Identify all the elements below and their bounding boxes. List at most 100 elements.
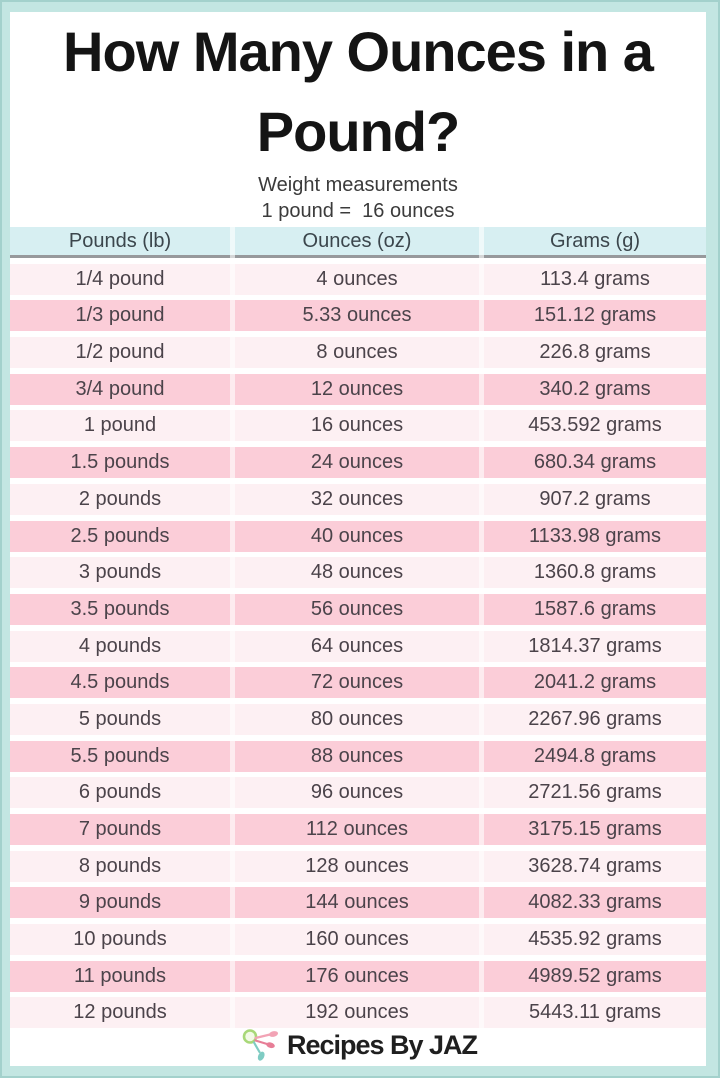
table-cell-ounces: 48 ounces	[310, 561, 404, 584]
column-header-ounces: Ounces (oz)	[302, 229, 412, 252]
table-row: 1/4 pound 4 ounces 113.4 grams	[10, 263, 706, 295]
table-cell-grams: 1133.98 grams	[529, 524, 661, 547]
table-cell-ounces: 16 ounces	[310, 414, 404, 437]
table-cell-grams: 1587.6 grams	[533, 597, 657, 620]
conversion-table: Pounds (lb) Ounces (oz) Grams (g) 1/4 po…	[10, 227, 706, 1029]
table-cell-grams: 4535.92 grams	[528, 928, 662, 951]
table-cell-ounces: 96 ounces	[310, 781, 404, 804]
table-cell-grams: 3628.74 grams	[528, 854, 662, 877]
table-cell-grams: 453.592 grams	[528, 414, 662, 437]
table-cell-grams: 2267.96 grams	[528, 707, 662, 730]
table-cell-pounds: 8 pounds	[78, 854, 162, 877]
table-cell-pounds: 12 pounds	[73, 1001, 167, 1024]
brand-name: Recipes By JAZ	[286, 1029, 478, 1060]
table-cell-ounces: 24 ounces	[310, 451, 404, 474]
table-cell-grams: 2041.2 grams	[533, 671, 657, 694]
table-cell-pounds: 1/3 pound	[75, 304, 165, 327]
table-header-row: Pounds (lb) Ounces (oz) Grams (g)	[10, 227, 706, 258]
table-cell-ounces: 192 ounces	[305, 1001, 409, 1024]
table-row: 2.5 pounds 40 ounces 1133.98 grams	[10, 520, 706, 552]
table-cell-pounds: 4 pounds	[78, 634, 162, 657]
table-row: 5.5 pounds 88 ounces 2494.8 grams	[10, 740, 706, 772]
table-cell-pounds: 1/4 pound	[75, 267, 165, 290]
table-row: 3/4 pound 12 ounces 340.2 grams	[10, 373, 706, 405]
table-cell-ounces: 176 ounces	[305, 964, 409, 987]
table-cell-pounds: 3 pounds	[78, 561, 162, 584]
table-cell-pounds: 7 pounds	[78, 818, 162, 840]
table-row: 4.5 pounds 72 ounces 2041.2 grams	[10, 667, 706, 699]
table-cell-ounces: 32 ounces	[310, 487, 404, 510]
title-line-2: Pound?	[256, 100, 460, 163]
table-cell-grams: 680.34 grams	[533, 451, 657, 474]
table-cell-pounds: 11 pounds	[74, 964, 166, 987]
table-row: 12 pounds 192 ounces 5443.11 grams	[10, 997, 706, 1029]
table-row: 1/3 pound 5.33 ounces 151.12 grams	[10, 300, 706, 332]
table-body: 1/4 pound 4 ounces 113.4 grams 1/3 pound…	[10, 263, 706, 1029]
conversion-note: 1 pound = 16 ounces	[261, 200, 455, 222]
table-cell-pounds: 5.5 pounds	[70, 744, 170, 767]
table-cell-ounces: 128 ounces	[305, 854, 409, 877]
table-row: 1.5 pounds 24 ounces 680.34 grams	[10, 447, 706, 479]
table-row: 8 pounds 128 ounces 3628.74 grams	[10, 850, 706, 882]
table-cell-pounds: 6 pounds	[78, 781, 162, 804]
table-row: 6 pounds 96 ounces 2721.56 grams	[10, 777, 706, 809]
table-cell-pounds: 5 pounds	[78, 707, 162, 730]
table-cell-pounds: 1/2 pound	[75, 341, 165, 364]
table-cell-grams: 3175.15 grams	[528, 818, 662, 840]
title-line-1: How Many Ounces in a	[63, 20, 654, 83]
table-cell-pounds: 1 pound	[83, 414, 157, 437]
table-cell-grams: 1360.8 grams	[533, 561, 657, 584]
table-cell-ounces: 56 ounces	[310, 597, 404, 620]
table-cell-ounces: 5.33 ounces	[302, 304, 412, 327]
table-cell-grams: 907.2 grams	[539, 487, 651, 510]
table-cell-grams: 2721.56 grams	[528, 781, 662, 804]
measuring-spoons-icon	[242, 1029, 278, 1062]
table-cell-ounces: 8 ounces	[316, 341, 398, 364]
table-cell-grams: 2494.8 grams	[533, 744, 657, 767]
table-cell-grams: 113.4 grams	[540, 267, 650, 290]
table-cell-pounds: 9 pounds	[78, 891, 162, 914]
table-row: 2 pounds 32 ounces 907.2 grams	[10, 483, 706, 515]
table-row: 5 pounds 80 ounces 2267.96 grams	[10, 703, 706, 735]
table-row: 9 pounds 144 ounces 4082.33 grams	[10, 887, 706, 919]
table-cell-grams: 151.12 grams	[533, 304, 657, 327]
table-cell-ounces: 160 ounces	[305, 928, 409, 951]
table-cell-ounces: 4 ounces	[316, 267, 398, 290]
table-row: 1/2 pound 8 ounces 226.8 grams	[10, 337, 706, 369]
table-row: 3 pounds 48 ounces 1360.8 grams	[10, 557, 706, 589]
table-cell-ounces: 112 ounces	[306, 818, 408, 840]
table-cell-ounces: 80 ounces	[310, 707, 404, 730]
page-title: How Many Ounces in a Pound?	[10, 12, 706, 172]
table-row: 10 pounds 160 ounces 4535.92 grams	[10, 924, 706, 956]
table-cell-ounces: 64 ounces	[310, 634, 404, 657]
table-cell-pounds: 1.5 pounds	[70, 451, 170, 474]
table-cell-pounds: 3/4 pound	[75, 377, 165, 400]
table-row: 1 pound 16 ounces 453.592 grams	[10, 410, 706, 442]
table-row: 11 pounds 176 ounces 4989.52 grams	[10, 960, 706, 992]
table-cell-pounds: 2 pounds	[78, 487, 162, 510]
table-cell-grams: 4989.52 grams	[528, 964, 662, 987]
table-cell-ounces: 40 ounces	[310, 524, 404, 547]
table-cell-ounces: 72 ounces	[310, 671, 404, 694]
table-row: 3.5 pounds 56 ounces 1587.6 grams	[10, 593, 706, 625]
table-cell-pounds: 4.5 pounds	[70, 671, 170, 694]
table-cell-grams: 5443.11 grams	[529, 1001, 661, 1024]
content-card: How Many Ounces in a Pound? Weight measu…	[10, 12, 706, 1066]
table-cell-ounces: 12 ounces	[310, 377, 404, 400]
column-header-grams: Grams (g)	[550, 229, 640, 252]
table-cell-pounds: 3.5 pounds	[70, 597, 170, 620]
table-cell-ounces: 144 ounces	[305, 891, 409, 914]
table-row: 7 pounds 112 ounces 3175.15 grams	[10, 814, 706, 845]
table-cell-ounces: 88 ounces	[310, 744, 404, 767]
table-cell-grams: 340.2 grams	[539, 377, 651, 400]
subtitle: Weight measurements	[258, 174, 458, 196]
table-cell-grams: 1814.37 grams	[528, 634, 662, 657]
table-cell-grams: 226.8 grams	[539, 341, 651, 364]
table-cell-pounds: 2.5 pounds	[70, 524, 170, 547]
brand-footer: Recipes By JAZ	[10, 1028, 706, 1062]
table-row: 4 pounds 64 ounces 1814.37 grams	[10, 630, 706, 662]
column-header-pounds: Pounds (lb)	[68, 229, 172, 252]
table-cell-grams: 4082.33 grams	[528, 891, 662, 914]
table-cell-pounds: 10 pounds	[73, 928, 167, 951]
